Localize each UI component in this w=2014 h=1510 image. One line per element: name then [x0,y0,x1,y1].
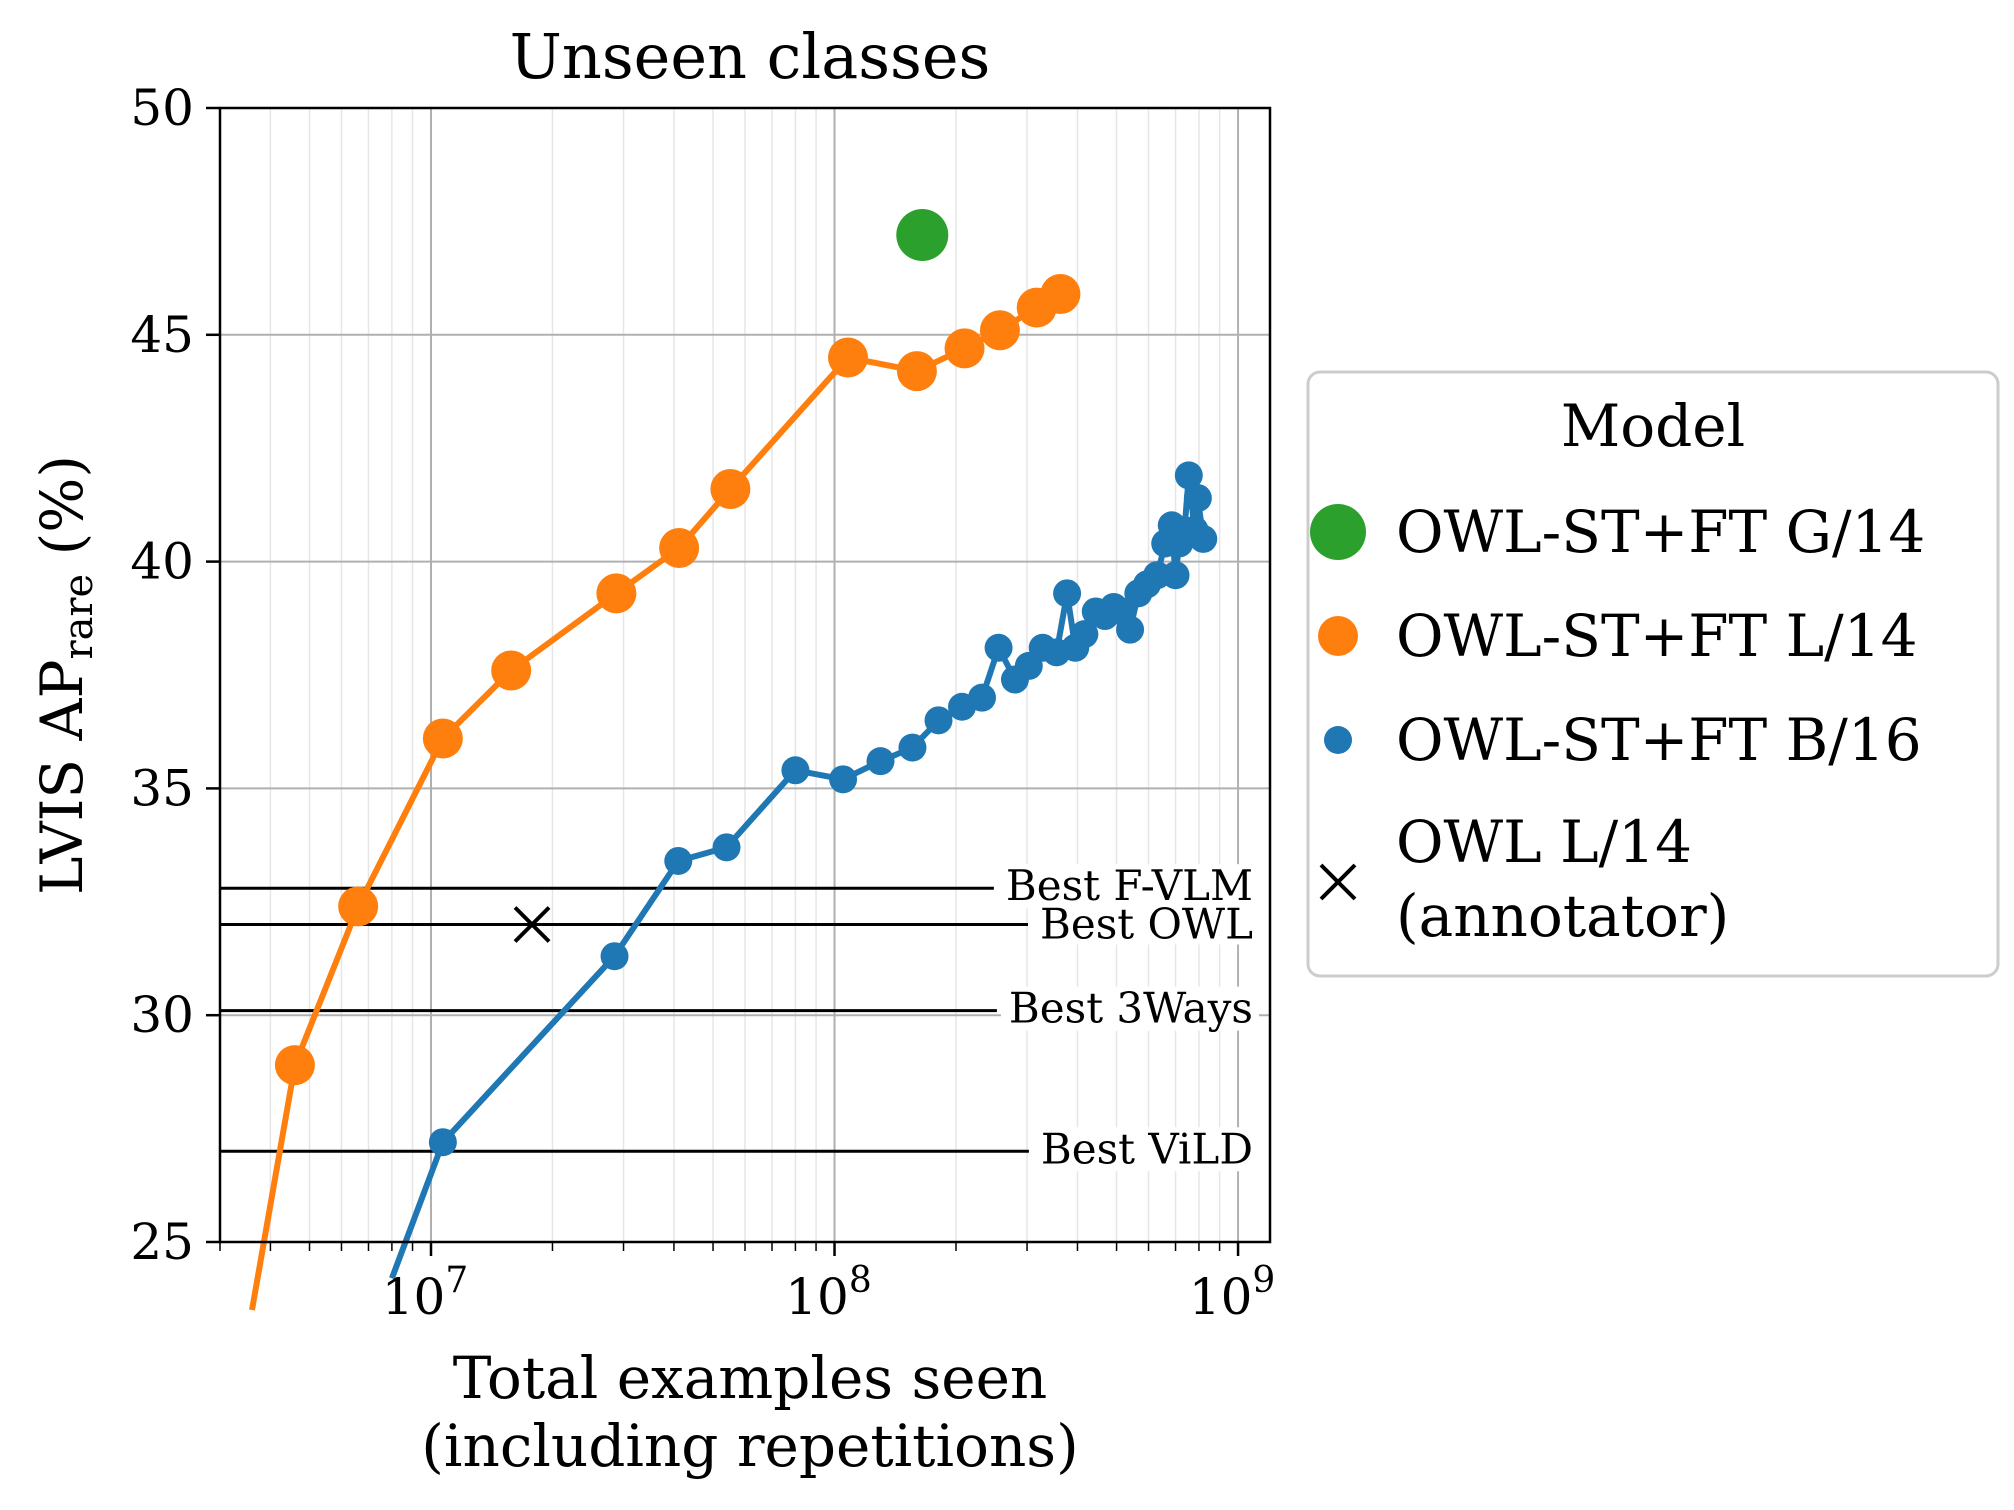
data-point [781,756,810,785]
legend-label: OWL-ST+FT L/14 [1396,602,1918,670]
y-tick-label: 50 [130,79,194,137]
data-point [428,1128,457,1157]
legend-title: Model [1561,392,1745,460]
legend-label: OWL L/14 [1396,808,1692,876]
x-axis-ticks: 107 108 109 [219,1242,1276,1326]
data-point [1174,461,1203,490]
minor-gridlines [219,108,1221,1242]
data-point [600,942,629,971]
data-point [828,337,869,378]
data-point [491,650,532,691]
legend-box [1306,370,2000,978]
data-point [422,718,463,759]
data-point [896,351,937,392]
data-point [274,1045,315,1086]
y-axis-ticks: 25 30 35 40 45 50 [130,79,220,1271]
series-owl-st-ft-g-14 [896,209,949,262]
y-tick-label: 45 [130,306,194,364]
data-point [896,209,949,262]
y-axis-title: LVIS APrare (%) [28,455,102,895]
data-point [659,527,700,568]
legend-entry: OWL-ST+FT B/16 [1324,706,1922,774]
legend-marker [1324,726,1352,754]
data-point [664,846,693,875]
series-owl-l-14 [513,906,551,943]
data-point [1053,579,1082,608]
reference-label: Best OWL [1040,899,1253,948]
data-point [596,573,637,614]
y-tick-label: 35 [130,759,194,817]
data-point [924,706,953,735]
y-tick-label: 25 [130,1213,194,1271]
series-line [249,291,1062,1311]
reference-label-background [1032,1127,1259,1172]
reference-label: Best ViLD [1041,1124,1253,1173]
data-point [829,765,858,794]
y-tick-label: 40 [130,533,194,591]
reference-label-background [1000,986,1259,1031]
data-point [866,747,895,776]
data-point [1070,620,1099,649]
data-point [984,633,1013,662]
legend-label: OWL-ST+FT B/16 [1396,706,1922,774]
legend: Model OWL-ST+FT G/14 OWL-ST+FT L/14 OWL-ST+… [1306,370,2000,978]
reference-label-background [1032,900,1259,945]
data-point [513,906,551,943]
x-tick-label: 107 [382,1260,469,1326]
legend-entry: OWL L/14(annotator) [1319,808,1729,950]
x-tick-label: 108 [785,1260,872,1326]
y-axis-title-subscript: rare [56,574,102,660]
y-axis-title-suffix: (%) [28,455,96,574]
reference-label: Best 3Ways [1009,984,1253,1033]
y-axis-title-main: LVIS AP [28,660,96,896]
x-axis-title-line2: (including repetitions) [421,1412,1078,1480]
series-layer [249,209,1218,1311]
legend-label: OWL-ST+FT G/14 [1396,498,1925,566]
data-point [944,328,985,369]
data-point [710,469,751,510]
series-owl-st-ft-b-16 [389,461,1218,1280]
series-owl-st-ft-l-14 [249,273,1081,1311]
data-point [898,733,927,762]
data-point [979,310,1020,351]
data-point [1189,524,1218,553]
legend-entry: OWL-ST+FT L/14 [1318,602,1918,670]
data-point [968,683,997,712]
legend-marker [1318,616,1358,656]
legend-entry: OWL-ST+FT G/14 [1310,498,1925,566]
y-tick-label: 30 [130,986,194,1044]
data-point [1116,615,1145,644]
data-point [712,833,741,862]
data-point [1183,484,1212,513]
x-tick-label: 109 [1189,1260,1276,1326]
legend-marker [1319,863,1357,901]
data-point [1161,561,1190,590]
chart-title: Unseen classes [510,20,991,93]
data-point [338,886,379,927]
x-axis-title-line1: Total examples seen [453,1344,1048,1412]
data-point [1040,273,1081,314]
legend-label-line2: (annotator) [1396,882,1729,950]
legend-marker [1310,504,1366,560]
